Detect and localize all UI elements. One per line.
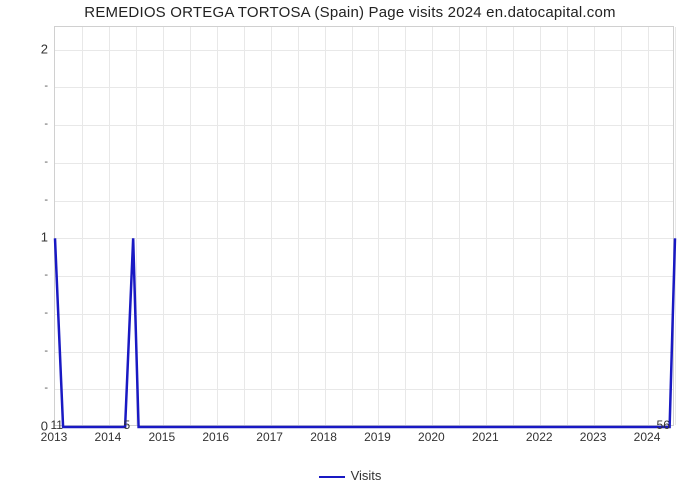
x-tick-label: 2016 bbox=[202, 430, 229, 444]
x-tick-label: 2017 bbox=[256, 430, 283, 444]
x-tick-label: 2015 bbox=[148, 430, 175, 444]
legend-label: Visits bbox=[351, 468, 382, 483]
legend-swatch bbox=[319, 476, 345, 478]
plot-area bbox=[54, 26, 674, 426]
y-minor-tick: - bbox=[32, 80, 48, 92]
x-tick-label: 2019 bbox=[364, 430, 391, 444]
value-label: 56 bbox=[657, 418, 670, 432]
x-tick-label: 2022 bbox=[526, 430, 553, 444]
y-minor-tick: - bbox=[32, 307, 48, 319]
series-line bbox=[55, 27, 673, 425]
visits-polyline bbox=[55, 238, 675, 427]
y-tick-label: 2 bbox=[8, 41, 48, 56]
grid-v-line bbox=[675, 27, 676, 425]
y-minor-tick: - bbox=[32, 156, 48, 168]
x-tick-label: 2023 bbox=[580, 430, 607, 444]
legend: Visits bbox=[0, 468, 700, 483]
value-label: 5 bbox=[123, 418, 130, 432]
y-minor-tick: - bbox=[32, 269, 48, 281]
x-tick-label: 2024 bbox=[634, 430, 661, 444]
x-tick-label: 2013 bbox=[41, 430, 68, 444]
x-tick-label: 2018 bbox=[310, 430, 337, 444]
y-minor-tick: - bbox=[32, 118, 48, 130]
chart-title: REMEDIOS ORTEGA TORTOSA (Spain) Page vis… bbox=[0, 4, 700, 21]
y-minor-tick: - bbox=[32, 382, 48, 394]
y-tick-label: 1 bbox=[8, 230, 48, 245]
line-chart: REMEDIOS ORTEGA TORTOSA (Spain) Page vis… bbox=[0, 0, 700, 500]
y-minor-tick: - bbox=[32, 194, 48, 206]
x-tick-label: 2020 bbox=[418, 430, 445, 444]
x-tick-label: 2021 bbox=[472, 430, 499, 444]
y-minor-tick: - bbox=[32, 345, 48, 357]
x-tick-label: 2014 bbox=[95, 430, 122, 444]
value-label: 11 bbox=[50, 418, 62, 432]
